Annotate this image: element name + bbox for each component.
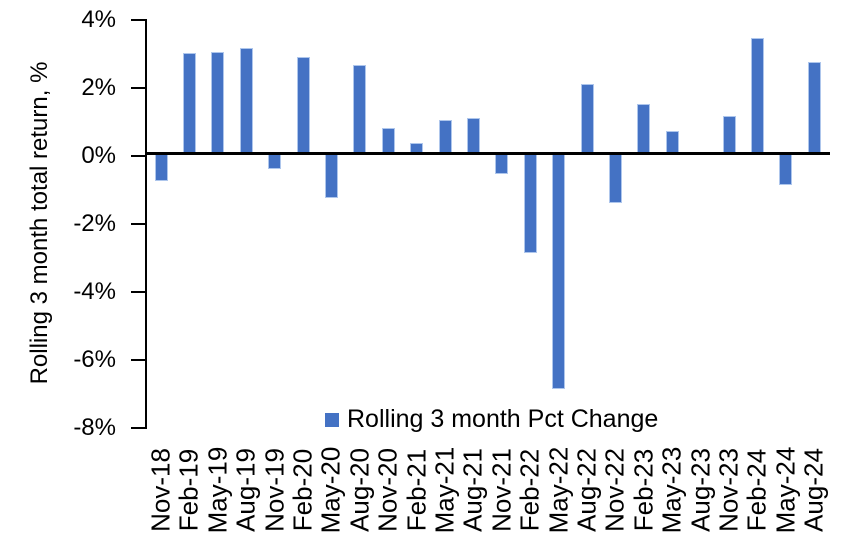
y-axis-line <box>145 19 147 427</box>
y-tick-label: -8% <box>73 414 116 441</box>
x-tick-label: May-20 <box>315 446 346 534</box>
bar-Nov-22 <box>609 154 622 203</box>
bar-May-24 <box>779 154 792 185</box>
bar-May-22 <box>552 154 565 389</box>
bar-Nov-18 <box>155 154 168 181</box>
x-tick-label: May-23 <box>656 446 687 534</box>
x-tick-label: Nov-23 <box>713 448 744 532</box>
y-tick-mark <box>131 155 147 157</box>
bar-Aug-22 <box>581 84 594 154</box>
bar-Aug-24 <box>808 62 821 154</box>
y-tick-mark <box>131 87 147 89</box>
x-tick-label: Nov-21 <box>486 448 517 532</box>
x-tick-label: Feb-23 <box>628 448 659 532</box>
bar-Aug-19 <box>240 48 253 153</box>
x-tick-label: Nov-20 <box>372 448 403 532</box>
zero-baseline <box>146 152 830 155</box>
bar-Feb-22 <box>524 154 537 253</box>
bar-May-23 <box>666 131 679 153</box>
x-tick-label: Aug-23 <box>685 448 716 532</box>
x-tick-label: Aug-21 <box>457 448 488 532</box>
y-tick-label: 0% <box>81 142 116 169</box>
y-tick-label: -4% <box>73 278 116 305</box>
x-tick-label: Feb-24 <box>741 448 772 532</box>
x-tick-label: Nov-22 <box>599 448 630 532</box>
x-tick-label: Feb-20 <box>287 448 318 532</box>
bar-Nov-19 <box>268 154 281 169</box>
bar-Aug-21 <box>467 118 480 154</box>
x-tick-label: May-21 <box>429 446 460 534</box>
bar-Feb-19 <box>183 53 196 153</box>
bar-May-21 <box>439 120 452 154</box>
x-tick-label: Aug-19 <box>230 448 261 532</box>
bar-Nov-23 <box>723 116 736 153</box>
x-tick-label: May-24 <box>770 446 801 534</box>
bar-Feb-23 <box>637 104 650 153</box>
y-tick-mark <box>131 223 147 225</box>
legend: Rolling 3 month Pct Change <box>325 403 658 436</box>
bar-May-20 <box>325 154 338 198</box>
bar-Nov-20 <box>382 128 395 154</box>
bar-Feb-24 <box>751 38 764 154</box>
y-tick-mark <box>131 291 147 293</box>
y-tick-mark <box>131 359 147 361</box>
x-tick-label: Nov-19 <box>259 448 290 532</box>
x-tick-label: Feb-19 <box>173 448 204 532</box>
y-tick-label: -6% <box>73 346 116 373</box>
bar-Aug-20 <box>353 65 366 153</box>
x-tick-label: May-19 <box>202 446 233 534</box>
y-tick-mark <box>131 427 147 429</box>
y-tick-label: 2% <box>81 74 116 101</box>
x-tick-label: Aug-24 <box>798 448 829 532</box>
y-tick-label: 4% <box>81 6 116 33</box>
x-tick-label: Feb-22 <box>514 448 545 532</box>
x-tick-label: May-22 <box>543 446 574 534</box>
y-tick-label: -2% <box>73 210 116 237</box>
legend-series-label: Rolling 3 month Pct Change <box>347 405 659 433</box>
x-tick-label: Aug-20 <box>344 448 375 532</box>
x-tick-label: Aug-22 <box>571 448 602 532</box>
x-tick-label: Feb-21 <box>401 448 432 532</box>
y-tick-mark <box>131 19 147 21</box>
bar-Feb-20 <box>297 57 310 154</box>
bar-Nov-21 <box>495 154 508 174</box>
bar-May-19 <box>211 52 224 154</box>
legend-swatch-icon <box>325 412 339 427</box>
x-tick-label: Nov-18 <box>145 448 176 532</box>
